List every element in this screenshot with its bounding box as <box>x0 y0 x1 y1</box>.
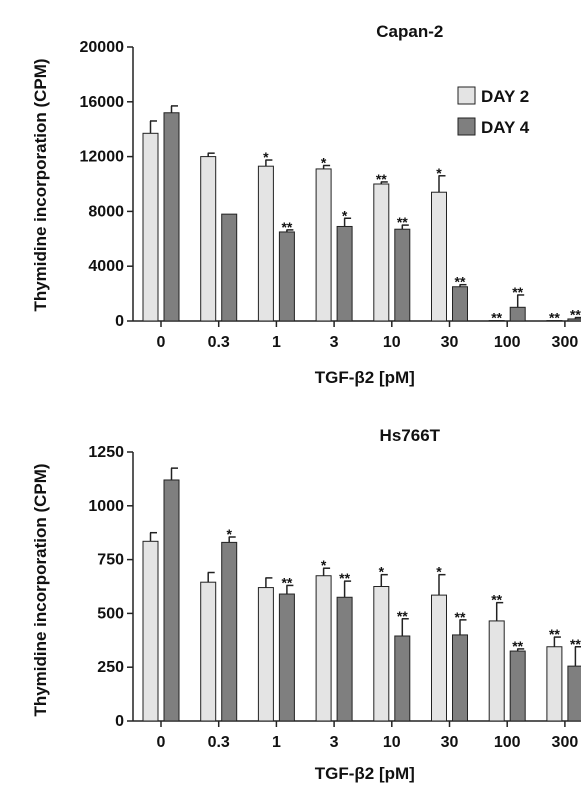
bar-day4 <box>336 225 353 322</box>
y-tick-label: 0 <box>115 713 124 730</box>
legend-swatch-day2 <box>457 86 476 105</box>
x-tick-label: 100 <box>494 334 521 351</box>
significance-mark: * <box>436 165 442 181</box>
bar-day2 <box>546 646 563 722</box>
x-tick-label: 0.3 <box>208 734 230 751</box>
significance-mark: ** <box>339 570 350 586</box>
legend-label: DAY 2 <box>481 87 529 106</box>
bar-day4 <box>336 596 353 722</box>
bar-day2 <box>142 132 159 322</box>
bar-day4 <box>278 593 295 722</box>
significance-mark: ** <box>549 626 560 642</box>
significance-mark: ** <box>570 307 581 323</box>
bar-day4 <box>509 650 526 722</box>
significance-mark: ** <box>512 284 523 300</box>
significance-mark: * <box>263 149 269 165</box>
chart-panel-1: Capan-2 Thymidine incorporation (CPM) TGF-… <box>31 22 581 387</box>
significance-mark: * <box>321 557 327 573</box>
significance-mark: ** <box>281 574 292 590</box>
y-tick-label: 4000 <box>88 258 124 275</box>
y-tick-label: 8000 <box>88 203 124 220</box>
significance-mark: ** <box>570 636 581 652</box>
x-tick-label: 1 <box>272 734 281 751</box>
y-tick-label: 12000 <box>80 149 125 166</box>
x-tick-label: 30 <box>441 734 459 751</box>
significance-mark: ** <box>491 310 502 326</box>
bar-day4 <box>394 635 411 722</box>
x-axis-label: TGF-β2 [pM] <box>315 368 415 387</box>
bar-day2 <box>142 540 159 722</box>
chart-title: Hs766T <box>380 426 441 445</box>
x-tick-label: 10 <box>383 734 401 751</box>
bar-day2 <box>373 183 390 322</box>
significance-mark: ** <box>455 274 466 290</box>
bar-day2 <box>200 156 217 322</box>
chart-title: Capan-2 <box>376 22 443 41</box>
significance-mark: ** <box>491 592 502 608</box>
x-tick-label: 300 <box>552 334 579 351</box>
y-tick-label: 20000 <box>80 39 125 56</box>
significance-mark: ** <box>281 219 292 235</box>
x-tick-label: 300 <box>552 734 579 751</box>
significance-mark: * <box>342 207 348 223</box>
legend-label: DAY 4 <box>481 118 530 137</box>
bar-day2 <box>373 586 390 722</box>
x-tick-label: 3 <box>330 734 339 751</box>
bar-day4 <box>163 479 180 722</box>
significance-mark: ** <box>549 310 560 326</box>
y-axis-label: Thymidine incorporation (CPM) <box>31 58 50 311</box>
bar-day2 <box>315 168 332 322</box>
chart-panel-2: Hs766T Thymidine incorporation (CPM) TGF-β… <box>31 426 581 783</box>
x-tick-label: 0 <box>157 734 166 751</box>
significance-mark: * <box>321 155 327 171</box>
bar-day2 <box>431 594 447 722</box>
x-axis-label: TGF-β2 [pM] <box>315 764 415 783</box>
x-tick-label: 0 <box>157 334 166 351</box>
significance-mark: * <box>226 526 232 542</box>
x-tick-label: 100 <box>494 734 521 751</box>
bar-day2 <box>431 191 447 322</box>
significance-mark: ** <box>512 638 523 654</box>
y-tick-label: 250 <box>97 659 124 676</box>
bar-day4 <box>452 286 468 322</box>
legend-swatch-day4 <box>457 117 476 136</box>
significance-mark: * <box>436 564 442 580</box>
bar-day4 <box>509 306 526 322</box>
significance-mark: * <box>379 564 385 580</box>
x-tick-label: 3 <box>330 334 339 351</box>
y-tick-label: 1000 <box>88 498 124 515</box>
x-tick-label: 30 <box>441 334 459 351</box>
bar-day2 <box>488 620 505 722</box>
x-tick-label: 10 <box>383 334 401 351</box>
significance-mark: ** <box>397 214 408 230</box>
bar-day2 <box>315 575 332 722</box>
x-tick-label: 1 <box>272 334 281 351</box>
y-tick-label: 16000 <box>80 94 125 111</box>
y-tick-label: 500 <box>97 605 124 622</box>
bar-day4 <box>163 112 180 322</box>
significance-mark: ** <box>376 171 387 187</box>
significance-mark: ** <box>455 609 466 625</box>
bar-day4 <box>452 634 468 722</box>
y-axis-label: Thymidine incorporation (CPM) <box>31 463 50 716</box>
bar-day2 <box>257 587 274 722</box>
bar-day4 <box>221 213 238 322</box>
legend: DAY 2 DAY 4 <box>457 86 530 137</box>
bar-day2 <box>200 581 217 722</box>
significance-mark: ** <box>397 608 408 624</box>
y-tick-label: 1250 <box>88 444 124 461</box>
bar-day4 <box>567 665 581 722</box>
bar-day4 <box>278 231 295 322</box>
bar-day4 <box>221 541 238 722</box>
y-tick-label: 0 <box>115 313 124 330</box>
x-tick-label: 0.3 <box>208 334 230 351</box>
bar-day2 <box>257 165 274 322</box>
bar-day4 <box>394 228 411 322</box>
y-tick-label: 750 <box>97 552 124 569</box>
